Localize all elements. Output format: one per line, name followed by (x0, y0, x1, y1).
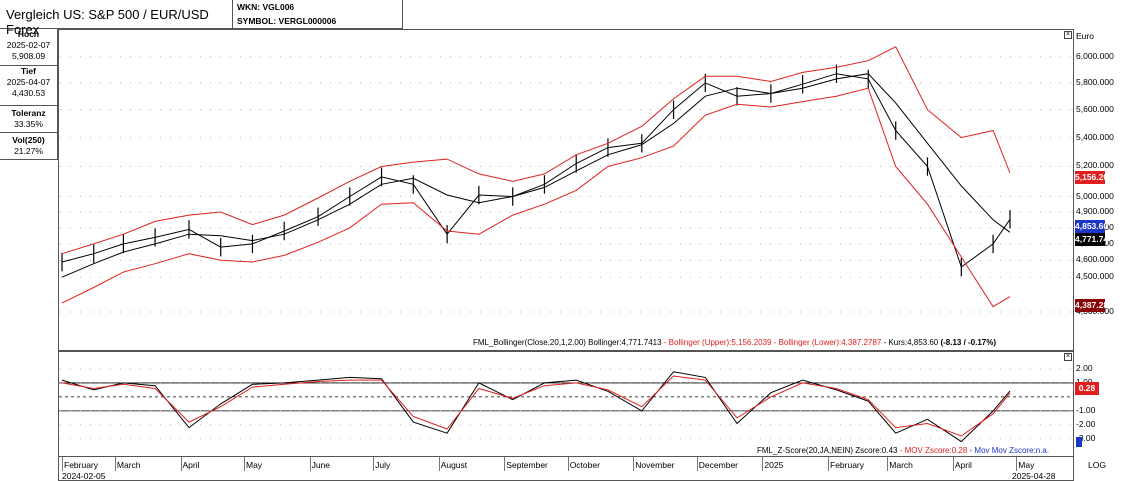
month-tick (438, 457, 440, 471)
end-date: 2025-04-28 (1012, 471, 1056, 481)
month-label: September (506, 460, 548, 470)
price-badge: 4,853.60 (1075, 220, 1109, 233)
log-scale-toggle[interactable]: LOG (1088, 460, 1106, 470)
price-y-tick: 5,400.000 (1076, 131, 1114, 142)
price-panel[interactable] (58, 29, 1074, 351)
upper-band-badge: 5,156.20 (1075, 171, 1109, 184)
close-subpanel-icon[interactable]: × (1064, 353, 1072, 361)
month-label: April (954, 460, 972, 470)
month-label: February (830, 460, 865, 470)
month-tick (114, 457, 116, 471)
stat-low-label: Tief (21, 66, 36, 76)
mid-band-badge: 4,771.74 (1075, 233, 1109, 246)
price-y-tick: 5,000.000 (1076, 190, 1114, 201)
stat-high-value: 5,908.09 (11, 51, 46, 61)
price-y-tick: 4,600.000 (1076, 254, 1114, 265)
month-label: February (64, 460, 99, 470)
legend-change: (-8.13 / -0.17%) (940, 338, 997, 347)
price-y-tick: 5,200.000 (1076, 160, 1114, 171)
price-y-tick: 5,800.000 (1076, 76, 1114, 87)
mov-zscore-badge: 0.28 (1075, 382, 1099, 395)
month-tick (567, 457, 569, 471)
bollinger-lower-line (61, 87, 1011, 308)
zscore-y-tick: -2.00 (1076, 418, 1096, 429)
stat-volatility-label: Vol(250) (12, 135, 45, 145)
month-tick (373, 457, 375, 471)
close-icon[interactable]: × (1064, 31, 1072, 39)
month-tick (180, 457, 182, 471)
stat-tolerance: Toleranz 33.35% (0, 106, 58, 133)
stat-tolerance-label: Toleranz (11, 108, 46, 118)
mov-mov-marker (1076, 437, 1082, 447)
unit-label: Euro (1076, 31, 1094, 41)
legend-mov-zscore: - MOV Zscore:0.28 (899, 446, 968, 455)
month-label: December (698, 460, 739, 470)
zscore-y-tick: 1.00 (1076, 377, 1093, 387)
zscore-chart (59, 368, 1073, 443)
legend-price: - Kurs:4,853.60 (883, 338, 939, 347)
month-tick (696, 457, 698, 471)
price-y-tick: 4,500.000 (1076, 271, 1114, 282)
month-tick (1016, 457, 1018, 471)
month-tick (504, 457, 506, 471)
month-label: March (889, 460, 913, 470)
stat-low-date: 2025-04-07 (6, 77, 51, 87)
instrument-ids: WKN: VGL006 SYMBOL: VERGL000006 (233, 0, 403, 29)
stat-low: Tief 2025-04-07 4,430.53 (0, 66, 58, 106)
price-legend: FML_Bollinger(Close,20,1,2.00) Bollinger… (473, 338, 996, 347)
month-tick (828, 457, 829, 471)
month-tick (887, 457, 889, 471)
lower-band-badge: 4,387.28 (1075, 299, 1109, 312)
month-tick (633, 457, 635, 471)
month-label: April (182, 460, 200, 470)
symbol-label: SYMBOL: VERGL000006 (237, 16, 337, 26)
zscore-line (61, 371, 1011, 443)
price-y-tick: 6,000.000 (1076, 50, 1114, 61)
chart-title: Vergleich US: S&P 500 / EUR/USD Forex (0, 0, 233, 37)
zscore-panel[interactable] (58, 351, 1074, 457)
zscore-legend: FML_Z-Score(20,JA,NEIN) Zscore:0.43 - MO… (757, 446, 1049, 455)
month-label: May (1018, 460, 1035, 470)
legend-mov-mov: - Mov Mov Zscore:n.a. (969, 446, 1050, 455)
stat-volatility: Vol(250) 21.27% (0, 133, 58, 160)
month-label: October (569, 460, 600, 470)
month-tick (244, 457, 245, 471)
price-chart (60, 46, 1072, 313)
bollinger-mid-line (61, 73, 1011, 278)
legend-upper: - Bollinger (Upper):5,156.2039 (663, 338, 772, 347)
stat-tolerance-value: 33.35% (14, 119, 43, 129)
price-series (61, 73, 1011, 268)
legend-bollinger: FML_Bollinger(Close,20,1,2.00) Bollinger… (473, 338, 662, 347)
stat-high-date: 2025-02-07 (6, 40, 51, 50)
price-y-tick: 4,900.000 (1076, 205, 1114, 216)
bollinger-upper-line (61, 46, 1011, 255)
price-y-tick: 5,600.000 (1076, 103, 1114, 114)
month-label: March (116, 460, 141, 470)
month-tick (762, 457, 764, 471)
stat-high-label: Hoch (17, 29, 40, 39)
mov-zscore-line (61, 375, 1011, 437)
month-label: August (440, 460, 468, 470)
month-label: June (311, 460, 331, 470)
stat-low-value: 4,430.53 (11, 88, 46, 98)
legend-zscore: FML_Z-Score(20,JA,NEIN) Zscore:0.43 (757, 446, 898, 455)
zscore-y-tick: 2.00 (1076, 362, 1093, 373)
stat-high: Hoch 2025-02-07 5,908.09 (0, 29, 58, 66)
month-label: 2025 (764, 460, 784, 470)
start-date: 2024-02-05 (62, 471, 106, 481)
zscore-y-tick: -3.00 (1076, 432, 1096, 443)
month-tick (62, 457, 63, 471)
legend-lower: - Bollinger (Lower):4,387.2787 (773, 338, 882, 347)
zscore-y-tick: -1.00 (1076, 404, 1096, 415)
month-tick (309, 457, 311, 471)
wkn-label: WKN: VGL006 (237, 2, 295, 12)
month-label: November (635, 460, 675, 470)
month-label: May (246, 460, 263, 470)
stat-volatility-value: 21.27% (14, 146, 43, 156)
month-tick (952, 457, 954, 471)
month-label: July (375, 460, 391, 470)
